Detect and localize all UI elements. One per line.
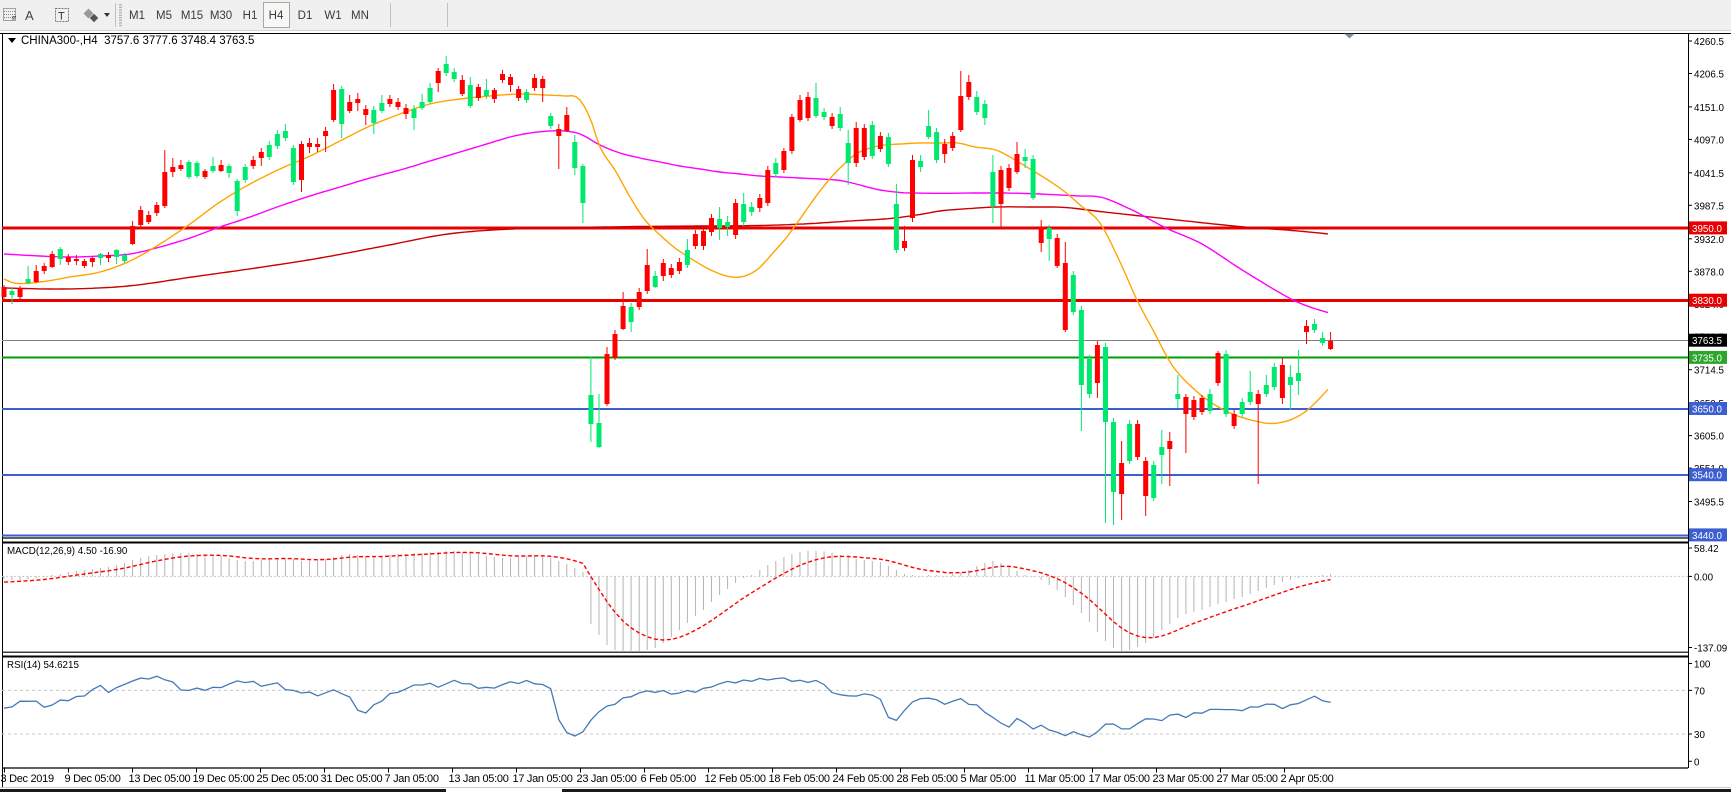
svg-text:3735.0: 3735.0 bbox=[1692, 353, 1723, 364]
svg-text:3495.5: 3495.5 bbox=[1694, 498, 1725, 509]
svg-text:H1: H1 bbox=[243, 10, 258, 22]
svg-text:19 Dec 05:00: 19 Dec 05:00 bbox=[193, 773, 255, 785]
svg-text:0: 0 bbox=[1694, 757, 1700, 768]
svg-text:T: T bbox=[58, 11, 65, 23]
svg-text:MN: MN bbox=[351, 10, 369, 22]
svg-text:58.42: 58.42 bbox=[1694, 544, 1719, 555]
svg-text:13 Jan 05:00: 13 Jan 05:00 bbox=[449, 773, 509, 785]
svg-text:CHINA300-,H4 3757.6 3777.6 37: CHINA300-,H4 3757.6 3777.6 3748.4 3763.5 bbox=[21, 35, 254, 47]
svg-text:0.00: 0.00 bbox=[1694, 572, 1714, 583]
svg-text:4206.5: 4206.5 bbox=[1694, 70, 1725, 81]
svg-text:M5: M5 bbox=[156, 10, 172, 22]
svg-text:4151.0: 4151.0 bbox=[1694, 103, 1725, 114]
svg-text:MACD(12,26,9) 4.50 -16.90: MACD(12,26,9) 4.50 -16.90 bbox=[7, 546, 128, 557]
svg-text:M1: M1 bbox=[129, 10, 145, 22]
svg-text:11 Mar 05:00: 11 Mar 05:00 bbox=[1025, 773, 1086, 785]
svg-text:D1: D1 bbox=[298, 10, 313, 22]
svg-text:4260.5: 4260.5 bbox=[1694, 37, 1725, 48]
svg-text:3714.5: 3714.5 bbox=[1694, 366, 1725, 377]
svg-text:3 Dec 2019: 3 Dec 2019 bbox=[1, 773, 54, 785]
svg-text:F: F bbox=[12, 16, 16, 23]
svg-text:6 Feb 05:00: 6 Feb 05:00 bbox=[641, 773, 697, 785]
svg-text:4041.5: 4041.5 bbox=[1694, 169, 1725, 180]
svg-text:M30: M30 bbox=[210, 10, 232, 22]
svg-text:3540.0: 3540.0 bbox=[1692, 471, 1723, 482]
svg-text:17 Jan 05:00: 17 Jan 05:00 bbox=[513, 773, 573, 785]
svg-text:4097.0: 4097.0 bbox=[1694, 135, 1725, 146]
svg-text:3605.0: 3605.0 bbox=[1694, 432, 1725, 443]
svg-text:3440.0: 3440.0 bbox=[1692, 531, 1723, 542]
svg-text:27 Mar 05:00: 27 Mar 05:00 bbox=[1217, 773, 1278, 785]
svg-text:100: 100 bbox=[1694, 660, 1711, 671]
svg-text:23 Jan 05:00: 23 Jan 05:00 bbox=[577, 773, 637, 785]
svg-text:18 Feb 05:00: 18 Feb 05:00 bbox=[769, 773, 830, 785]
svg-text:7 Jan 05:00: 7 Jan 05:00 bbox=[385, 773, 439, 785]
svg-text:9 Dec 05:00: 9 Dec 05:00 bbox=[65, 773, 121, 785]
svg-text:30: 30 bbox=[1694, 730, 1705, 741]
svg-text:3987.5: 3987.5 bbox=[1694, 201, 1725, 212]
svg-text:28 Feb 05:00: 28 Feb 05:00 bbox=[897, 773, 958, 785]
svg-text:3650.0: 3650.0 bbox=[1692, 405, 1723, 416]
svg-text:23 Mar 05:00: 23 Mar 05:00 bbox=[1153, 773, 1214, 785]
svg-text:3950.0: 3950.0 bbox=[1692, 224, 1723, 235]
svg-text:3878.0: 3878.0 bbox=[1694, 267, 1725, 278]
svg-text:13 Dec 05:00: 13 Dec 05:00 bbox=[129, 773, 191, 785]
svg-text:24 Feb 05:00: 24 Feb 05:00 bbox=[833, 773, 894, 785]
svg-text:31 Dec 05:00: 31 Dec 05:00 bbox=[321, 773, 383, 785]
svg-text:5 Mar 05:00: 5 Mar 05:00 bbox=[961, 773, 1017, 785]
svg-text:W1: W1 bbox=[324, 10, 341, 22]
svg-text:-137.09: -137.09 bbox=[1694, 644, 1727, 655]
svg-text:3932.0: 3932.0 bbox=[1694, 235, 1725, 246]
svg-text:17 Mar 05:00: 17 Mar 05:00 bbox=[1089, 773, 1150, 785]
svg-text:2 Apr 05:00: 2 Apr 05:00 bbox=[1281, 773, 1334, 785]
svg-text:3830.0: 3830.0 bbox=[1692, 296, 1723, 307]
svg-text:A: A bbox=[25, 8, 34, 23]
svg-text:3763.5: 3763.5 bbox=[1692, 336, 1723, 347]
svg-text:25 Dec 05:00: 25 Dec 05:00 bbox=[257, 773, 319, 785]
svg-text:H4: H4 bbox=[269, 10, 284, 22]
svg-text:RSI(14) 54.6215: RSI(14) 54.6215 bbox=[7, 660, 79, 671]
svg-text:70: 70 bbox=[1694, 686, 1705, 697]
svg-text:12 Feb 05:00: 12 Feb 05:00 bbox=[705, 773, 766, 785]
svg-text:M15: M15 bbox=[181, 10, 203, 22]
